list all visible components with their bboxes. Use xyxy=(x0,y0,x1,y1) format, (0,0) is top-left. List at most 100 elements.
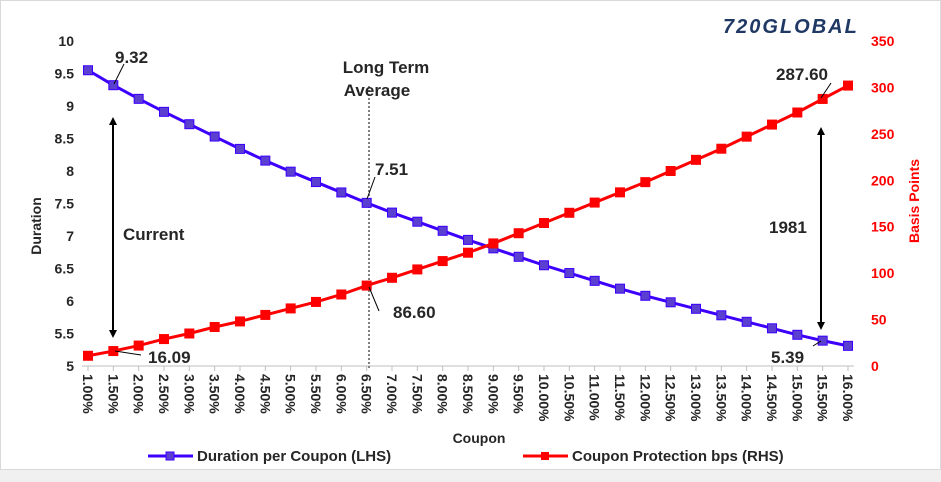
y-right-tick-label: 200 xyxy=(871,172,895,188)
x-tick-label: 12.00% xyxy=(637,374,653,422)
right-axis-ticks: 0 50 100 150 200 250 300 350 xyxy=(871,33,895,374)
y-tick-label: 5.5 xyxy=(55,326,75,342)
duration-point xyxy=(209,131,220,142)
x-tick-label: 5.50% xyxy=(308,374,324,414)
y-tick-label: 8.5 xyxy=(55,131,75,147)
duration-point xyxy=(361,197,372,208)
coupon-protection-point xyxy=(817,93,828,104)
coupon-protection-point xyxy=(640,177,651,188)
x-tick-label: 3.00% xyxy=(181,374,197,414)
long-term-label-line2: Average xyxy=(344,81,410,100)
x-tick-label: 15.50% xyxy=(815,374,831,422)
x-axis-title: Coupon xyxy=(453,430,506,446)
x-tick-label: 15.00% xyxy=(789,374,805,422)
x-tick-label: 16.00% xyxy=(840,374,856,422)
callout-leader-287-60 xyxy=(820,82,832,99)
duration-line xyxy=(87,68,849,348)
duration-point xyxy=(691,303,701,314)
x-tick-label: 4.00% xyxy=(232,374,248,414)
x-tick-label: 4.50% xyxy=(257,374,273,414)
y-tick-label: 8 xyxy=(66,163,74,179)
y-tick-label: 10 xyxy=(58,33,74,49)
coupon-protection-point xyxy=(133,340,144,351)
x-axis-ticks: 1.00% 1.50% 2.00% 2.50% 3.00% 3.50% 4.00% 4.50%… xyxy=(80,366,856,422)
y-tick-label: 9 xyxy=(66,98,74,114)
callout-leader-9-32 xyxy=(113,63,125,85)
callout-86-60: 86.60 xyxy=(393,303,436,322)
callouts: 9.32 7.51 86.60 16.09 287.60 5.39 xyxy=(113,48,832,367)
duration-point xyxy=(615,283,625,294)
x-tick-label: 7.50% xyxy=(409,374,425,414)
x-tick-label: 2.50% xyxy=(156,374,172,414)
callout-leader-7-51 xyxy=(366,176,376,200)
callout-7-51: 7.51 xyxy=(375,160,408,179)
duration-point xyxy=(539,260,549,271)
x-tick-label: 9.50% xyxy=(511,374,527,414)
duration-point xyxy=(817,335,828,346)
x-tick-label: 8.00% xyxy=(435,374,451,414)
legend-item-duration: Duration per Coupon (LHS) xyxy=(148,448,391,465)
duration-point xyxy=(235,143,245,154)
legend-item-coupon-protection: Coupon Protection bps (RHS) xyxy=(523,448,784,465)
duration-point xyxy=(463,234,473,245)
coupon-protection-point xyxy=(184,328,195,339)
brand-logo: 720GLOBAL xyxy=(723,16,859,38)
callout-9-32: 9.32 xyxy=(115,48,148,67)
coupon-protection-point xyxy=(336,289,347,300)
duration-point xyxy=(83,65,93,76)
coupon-protection-point xyxy=(564,207,575,218)
x-tick-label: 14.00% xyxy=(739,374,755,422)
x-tick-label: 11.00% xyxy=(587,374,603,421)
coupon-protection-point xyxy=(767,119,777,130)
duration-point xyxy=(640,290,651,301)
x-tick-label: 6.50% xyxy=(359,374,375,414)
callout-16-09: 16.09 xyxy=(148,348,191,367)
coupon-protection-point xyxy=(513,228,524,239)
coupon-protection-point xyxy=(691,154,701,165)
x-tick-label: 1.50% xyxy=(105,374,121,414)
duration-point xyxy=(285,166,296,177)
logo-text: 720GLOBAL xyxy=(723,16,859,38)
y-right-tick-label: 0 xyxy=(871,358,879,374)
y-tick-label: 5 xyxy=(66,358,74,374)
x-tick-label: 13.00% xyxy=(688,374,704,422)
coupon-protection-point xyxy=(159,334,169,345)
coupon-protection-point xyxy=(260,309,271,320)
coupon-protection-point xyxy=(539,218,549,228)
coupon-protection-point xyxy=(311,296,321,307)
y-tick-label: 9.5 xyxy=(55,66,75,82)
y-axis-title: Duration xyxy=(28,197,44,255)
coupon-protection-point xyxy=(615,187,625,198)
x-tick-label: 14.50% xyxy=(764,374,780,422)
duration-point xyxy=(767,323,777,334)
legend-label-duration: Duration per Coupon (LHS) xyxy=(197,448,391,465)
legend-marker-coupon-protection xyxy=(541,452,549,460)
duration-point xyxy=(792,329,803,340)
coupon-protection-point xyxy=(209,322,220,332)
series-group xyxy=(83,65,853,361)
legend-marker-duration xyxy=(165,451,175,461)
duration-point xyxy=(716,310,727,321)
coupon-protection-point xyxy=(412,264,423,275)
label-1981: 1981 xyxy=(769,218,807,237)
duration-point xyxy=(108,80,119,91)
y-tick-label: 6 xyxy=(66,293,74,309)
y-right-tick-label: 100 xyxy=(871,265,895,281)
duration-point xyxy=(336,187,347,198)
duration-point xyxy=(387,207,397,218)
duration-point xyxy=(184,119,195,130)
duration-point xyxy=(159,106,169,117)
x-tick-label: 3.50% xyxy=(207,374,223,414)
coupon-protection-point xyxy=(665,166,676,176)
x-tick-label: 10.00% xyxy=(536,374,552,422)
left-axis-ticks: 5 5.5 6 6.5 7 7.5 8 8.5 9 9.5 10 xyxy=(55,33,75,374)
duration-point xyxy=(665,297,676,308)
duration-point xyxy=(260,155,271,166)
x-tick-label: 11.50% xyxy=(612,374,628,421)
duration-point xyxy=(513,251,524,262)
coupon-protection-point xyxy=(387,272,397,283)
x-tick-label: 6.00% xyxy=(333,374,349,414)
duration-point xyxy=(589,275,600,286)
coupon-protection-point xyxy=(361,280,372,291)
